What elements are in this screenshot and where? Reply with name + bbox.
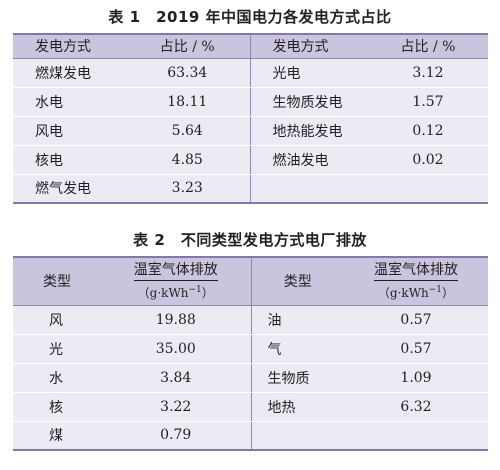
table1-cell-value: 5.64 [125, 116, 251, 146]
table1-header-type-left: 发电方式 [13, 33, 125, 59]
table2-cell-value: 0.57 [344, 334, 488, 364]
unit-superscript: −1 [428, 284, 443, 295]
table1-cell-value: 1.57 [368, 87, 488, 117]
table1: 发电方式 占比 / % 发电方式 占比 / % 燃煤发电 63.34 光电 3.… [13, 33, 488, 204]
table1-caption: 表 1 2019 年中国电力各发电方式占比 [108, 8, 392, 26]
table1-cell-value: 0.12 [368, 116, 488, 146]
table1-cell-type: 水电 [13, 87, 125, 117]
table1-header-share-left: 占比 / % [125, 33, 251, 59]
table-row: 核电 4.85 燃油发电 0.02 [13, 145, 488, 175]
table2-cell-value: 35.00 [101, 334, 252, 364]
table2: 类型 温室气体排放 （g·kWh−1） 类型 温室气体排放 （g·kWh−1） … [13, 256, 488, 451]
table2-header-type-right: 类型 [251, 256, 344, 306]
table1-cell-value: 3.23 [125, 174, 251, 204]
unit-prefix: （g·kWh [137, 285, 189, 300]
table2-header-emission-left: 温室气体排放 （g·kWh−1） [101, 256, 252, 306]
table2-cell-value: 3.22 [101, 392, 252, 422]
table2-header-emission-label: 温室气体排放 [133, 261, 218, 281]
table2-header-unit: （g·kWh−1） [377, 284, 455, 300]
table2-cell-type [251, 421, 344, 451]
table2-cell-value [344, 421, 488, 451]
table-row: 煤 0.79 [13, 421, 488, 451]
table2-cell-value: 19.88 [101, 305, 252, 335]
table1-cell-type: 光电 [250, 58, 368, 88]
table2-cell-value: 6.32 [344, 392, 488, 422]
table1-header-share-right: 占比 / % [368, 33, 488, 59]
table2-cell-value: 0.57 [344, 305, 488, 335]
table1-cell-value: 63.34 [125, 58, 251, 88]
table2-cell-type: 水 [13, 363, 101, 393]
table2-header-emission-label: 温室气体排放 [374, 261, 458, 281]
table-row: 光 35.00 气 0.57 [13, 334, 488, 364]
table1-header-row: 发电方式 占比 / % 发电方式 占比 / % [13, 33, 488, 59]
table1-cell-type [250, 174, 368, 204]
table2-cell-value: 0.79 [101, 421, 252, 451]
table2-cell-type: 煤 [13, 421, 101, 451]
table1-cell-value: 4.85 [125, 145, 251, 175]
table2-cell-type: 生物质 [251, 363, 344, 393]
table1-cell-type: 燃油发电 [250, 145, 368, 175]
table2-cell-value: 1.09 [344, 363, 488, 393]
table2-cell-type: 核 [13, 392, 101, 422]
table1-cell-value: 3.12 [368, 58, 488, 88]
table2-cell-type: 气 [251, 334, 344, 364]
table1-cell-value [368, 174, 488, 204]
table-row: 水电 18.11 生物质发电 1.57 [13, 87, 488, 117]
table1-header-type-right: 发电方式 [250, 33, 368, 59]
table2-header-row: 类型 温室气体排放 （g·kWh−1） 类型 温室气体排放 （g·kWh−1） [13, 256, 488, 306]
table1-cell-type: 地热能发电 [250, 116, 368, 146]
table-row: 燃气发电 3.23 [13, 174, 488, 204]
table1-cell-value: 18.11 [125, 87, 251, 117]
table2-header-type-left: 类型 [13, 256, 101, 306]
table2-caption: 表 2 不同类型发电方式电厂排放 [133, 231, 367, 249]
table2-cell-type: 风 [13, 305, 101, 335]
table2-header-unit: （g·kWh−1） [137, 284, 214, 300]
table-row: 核 3.22 地热 6.32 [13, 392, 488, 422]
unit-superscript: −1 [188, 284, 202, 295]
table2-cell-value: 3.84 [101, 363, 252, 393]
table2-cell-type: 光 [13, 334, 101, 364]
table1-cell-type: 生物质发电 [250, 87, 368, 117]
table-row: 水 3.84 生物质 1.09 [13, 363, 488, 393]
unit-prefix: （g·kWh [377, 285, 429, 300]
table-row: 风 19.88 油 0.57 [13, 305, 488, 335]
unit-suffix: ） [442, 285, 455, 300]
table2-header-emission-right: 温室气体排放 （g·kWh−1） [344, 256, 488, 306]
table1-cell-type: 燃气发电 [13, 174, 125, 204]
table1-cell-type: 核电 [13, 145, 125, 175]
table-row: 风电 5.64 地热能发电 0.12 [13, 116, 488, 146]
table-row: 燃煤发电 63.34 光电 3.12 [13, 58, 488, 88]
table1-cell-type: 燃煤发电 [13, 58, 125, 88]
table1-cell-value: 0.02 [368, 145, 488, 175]
table2-cell-type: 地热 [251, 392, 344, 422]
unit-suffix: ） [201, 285, 214, 300]
table1-cell-type: 风电 [13, 116, 125, 146]
table2-cell-type: 油 [251, 305, 344, 335]
